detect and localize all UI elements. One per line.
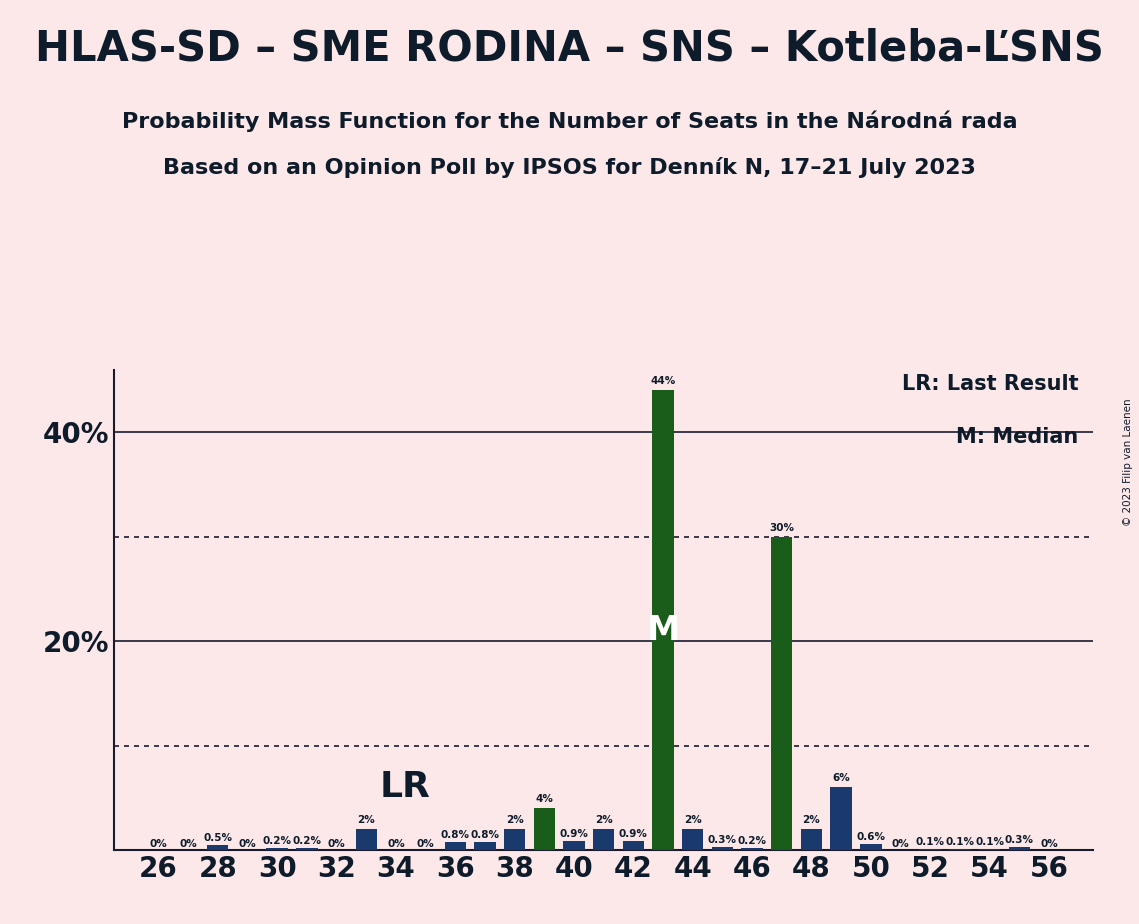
Text: Probability Mass Function for the Number of Seats in the Národná rada: Probability Mass Function for the Number… (122, 111, 1017, 132)
Bar (712, 847, 734, 850)
Text: 0%: 0% (892, 838, 909, 848)
Bar (1008, 847, 1030, 850)
Text: 0%: 0% (387, 838, 404, 848)
Text: 0.2%: 0.2% (263, 836, 292, 846)
Text: LR: Last Result: LR: Last Result (902, 374, 1079, 395)
Text: 0.1%: 0.1% (916, 837, 944, 847)
Bar (564, 841, 584, 850)
Text: LR: LR (379, 771, 431, 805)
Text: © 2023 Filip van Laenen: © 2023 Filip van Laenen (1123, 398, 1133, 526)
Text: 0%: 0% (417, 838, 434, 848)
Text: 44%: 44% (650, 376, 675, 386)
Text: 0.3%: 0.3% (1005, 835, 1034, 845)
Text: 0.5%: 0.5% (203, 833, 232, 844)
Text: 2%: 2% (595, 815, 613, 825)
Text: 0.9%: 0.9% (559, 829, 589, 839)
Text: 0.8%: 0.8% (441, 830, 469, 840)
Text: 2%: 2% (803, 815, 820, 825)
Text: 0.9%: 0.9% (618, 829, 648, 839)
Text: 0%: 0% (238, 838, 256, 848)
Bar (207, 845, 229, 850)
Text: 0%: 0% (328, 838, 345, 848)
Bar (593, 829, 614, 850)
Text: HLAS-SD – SME RODINA – SNS – Kotleba-ĽSNS: HLAS-SD – SME RODINA – SNS – Kotleba-ĽSN… (35, 28, 1104, 69)
Text: Based on an Opinion Poll by IPSOS for Denník N, 17–21 July 2023: Based on an Opinion Poll by IPSOS for De… (163, 157, 976, 178)
Text: 0%: 0% (1040, 838, 1058, 848)
Bar (296, 848, 318, 850)
Bar (682, 829, 704, 850)
Text: M: M (647, 614, 680, 647)
Bar (267, 848, 288, 850)
Text: 2%: 2% (506, 815, 524, 825)
Text: 2%: 2% (683, 815, 702, 825)
Bar (533, 808, 555, 850)
Text: 0.2%: 0.2% (293, 836, 321, 846)
Bar (978, 849, 1000, 850)
Text: M: Median: M: Median (957, 427, 1079, 447)
Text: 0%: 0% (149, 838, 167, 848)
Text: 0%: 0% (179, 838, 197, 848)
Text: 2%: 2% (358, 815, 375, 825)
Text: 0.1%: 0.1% (945, 837, 974, 847)
Bar (860, 844, 882, 850)
Bar (741, 848, 763, 850)
Bar (503, 829, 525, 850)
Bar (474, 842, 495, 850)
Text: 0.1%: 0.1% (975, 837, 1005, 847)
Bar (355, 829, 377, 850)
Bar (653, 391, 674, 850)
Text: 0.3%: 0.3% (708, 835, 737, 845)
Text: 30%: 30% (769, 523, 794, 532)
Text: 0.8%: 0.8% (470, 830, 499, 840)
Text: 0.6%: 0.6% (857, 833, 885, 843)
Bar (919, 849, 941, 850)
Text: 4%: 4% (535, 794, 554, 804)
Bar (444, 842, 466, 850)
Bar (801, 829, 822, 850)
Bar (623, 841, 644, 850)
Bar (771, 537, 793, 850)
Text: 0.2%: 0.2% (738, 836, 767, 846)
Text: 6%: 6% (833, 773, 850, 784)
Bar (830, 787, 852, 850)
Bar (949, 849, 970, 850)
